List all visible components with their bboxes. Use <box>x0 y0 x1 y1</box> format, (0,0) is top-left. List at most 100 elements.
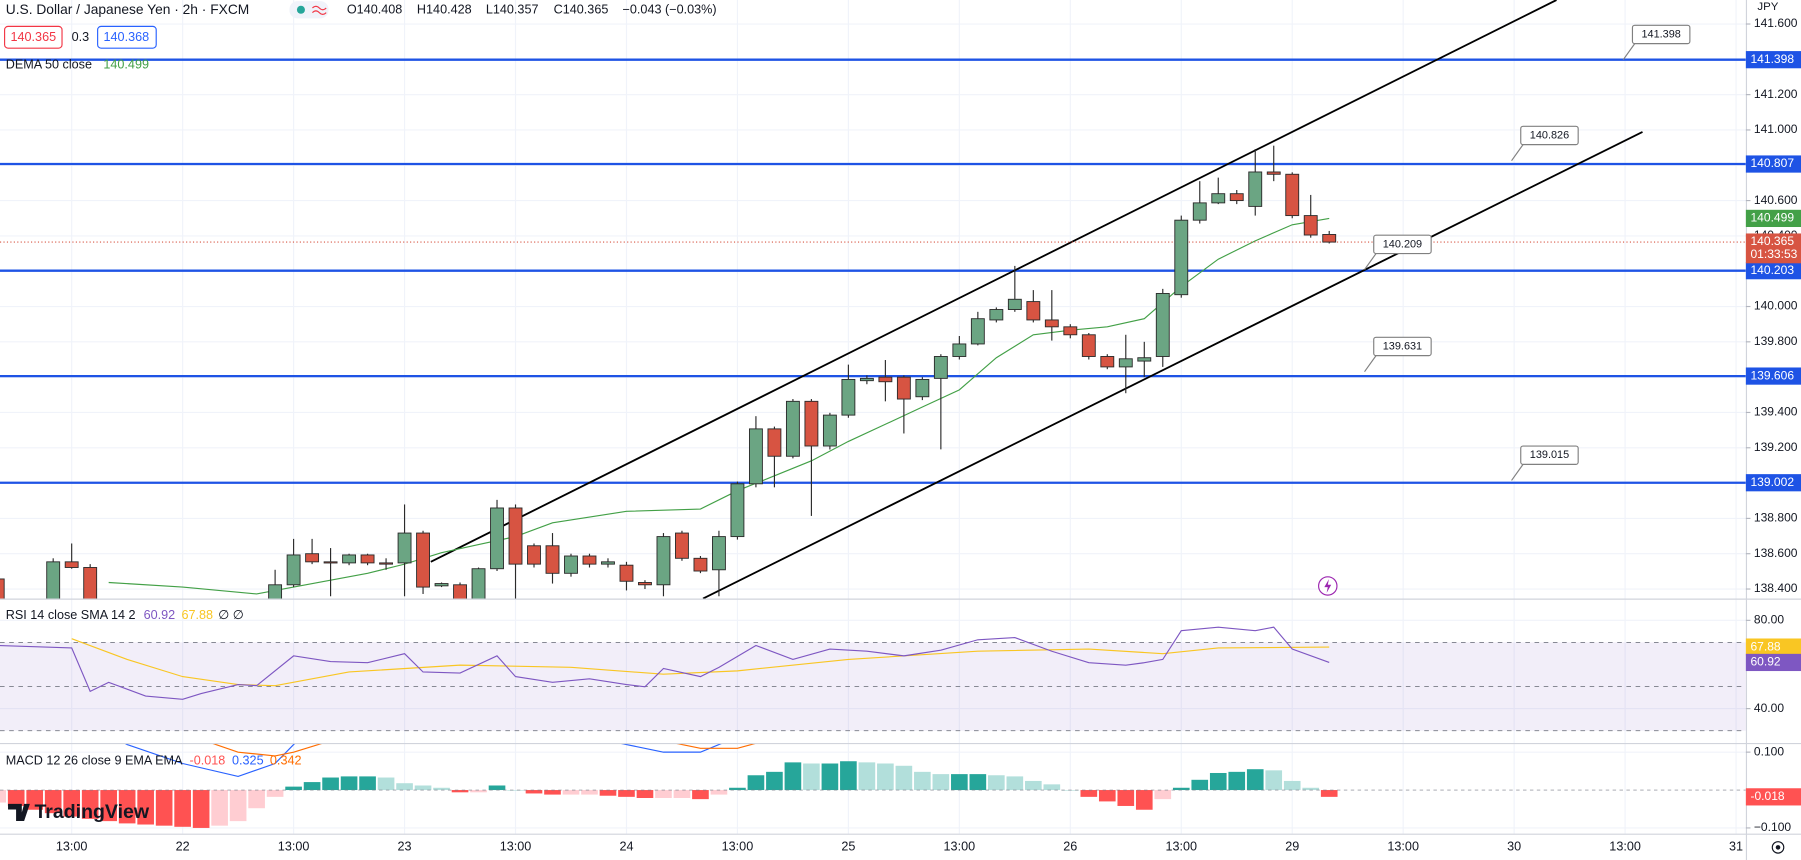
x-tick-label: 25 <box>841 840 855 854</box>
candle-body <box>83 567 98 599</box>
candle-body <box>748 428 763 485</box>
ohlc-high: H140.428 <box>417 3 472 17</box>
candle-body <box>1118 358 1133 368</box>
x-tick-label: 23 <box>398 840 412 854</box>
candle-body <box>268 584 283 599</box>
candle-body <box>434 583 449 587</box>
candle-body <box>564 555 578 574</box>
y-tick-label: 139.400 <box>1754 405 1798 419</box>
currency-label[interactable]: JPY <box>1757 1 1778 13</box>
macd-histogram-bar <box>248 790 265 809</box>
y-tick-label: 40.00 <box>1754 701 1784 715</box>
x-tick-label: 13:00 <box>1609 840 1641 854</box>
callout-box <box>1520 125 1579 146</box>
y-tick-label: 141.200 <box>1754 87 1798 101</box>
candle-body <box>656 536 671 586</box>
candle-body <box>397 532 412 564</box>
macd-histogram-bar <box>766 771 783 791</box>
macd-histogram-bar <box>26 790 44 810</box>
macd-histogram-bar <box>840 761 857 791</box>
candle-body <box>545 545 560 574</box>
rsi-sma-legend-value: 67.88 <box>181 608 213 622</box>
buy-button[interactable] <box>97 25 157 49</box>
candle-body <box>933 356 948 379</box>
macd-histogram-bar <box>525 790 543 794</box>
logo-mark <box>8 803 30 822</box>
callout-label: 141.398 <box>1641 28 1680 40</box>
macd-hist-legend-value: -0.018 <box>190 754 226 768</box>
rsi-line <box>71 638 1330 687</box>
level-price-label-box <box>1745 474 1801 492</box>
y-tick-label: −0.100 <box>1754 820 1792 834</box>
sell-button[interactable] <box>4 25 63 49</box>
y-tick-label: 80.00 <box>1754 613 1784 627</box>
macd-hist-label-box <box>1745 788 1801 806</box>
macd-histogram-bar <box>599 790 617 796</box>
candle-body <box>64 561 79 568</box>
macd-histogram-bar <box>303 782 321 791</box>
macd-histogram-bar <box>433 787 450 791</box>
callout-pointer <box>1622 43 1636 61</box>
candle-body <box>730 483 745 538</box>
candle-body <box>360 554 375 564</box>
candle-body <box>1192 202 1207 221</box>
candle-body <box>693 557 708 572</box>
rsi-legend: RSI 14 close SMA 14 2 <box>6 608 136 622</box>
x-tick-label: 13:00 <box>944 840 976 854</box>
candle-body <box>1007 298 1022 310</box>
settings-icon-center <box>1775 845 1781 850</box>
macd-histogram-bar <box>618 790 635 797</box>
macd-histogram-bar <box>969 774 987 791</box>
candle-body <box>638 582 652 586</box>
status-pill[interactable] <box>289 1 329 19</box>
callout-label: 140.209 <box>1383 238 1422 250</box>
macd-histogram-bar <box>858 762 876 791</box>
macd-histogram-bar <box>81 790 99 819</box>
callout-label: 139.631 <box>1383 340 1422 352</box>
candle-body <box>1229 193 1244 202</box>
macd-legend-value: 0.325 <box>232 754 264 768</box>
market-open-dot <box>296 5 305 14</box>
candle-body <box>286 554 301 586</box>
x-tick-label: 29 <box>1285 840 1299 854</box>
y-tick-label: 141.000 <box>1754 122 1798 136</box>
macd-histogram-bar <box>377 777 395 791</box>
candle-body <box>508 507 523 565</box>
macd-histogram-bar <box>192 790 210 828</box>
dema-price-label: 140.499 <box>1750 211 1794 225</box>
x-tick-label: 13:00 <box>278 840 310 854</box>
settings-icon[interactable] <box>1771 841 1785 854</box>
ohlc-change: −0.043 (−0.03%) <box>623 3 717 17</box>
x-tick-label: 13:00 <box>722 840 754 854</box>
rsi-legend-extra: ∅ ∅ <box>218 608 244 622</box>
macd-histogram-bar <box>285 786 302 791</box>
candle-body <box>490 507 504 570</box>
macd-histogram-bar <box>636 790 654 798</box>
candle-body <box>379 562 393 565</box>
candle-body <box>1322 234 1337 243</box>
macd-histogram-bar <box>747 775 765 791</box>
macd-histogram-bar <box>1098 790 1116 802</box>
level-price-label-box <box>1745 155 1801 173</box>
candle-body <box>785 400 800 457</box>
macd-histogram-bar <box>562 790 580 795</box>
macd-histogram-bar <box>470 790 487 793</box>
macd-histogram-bar <box>655 790 672 798</box>
macd-histogram-bar <box>229 790 247 822</box>
macd-histogram-bar <box>414 785 432 791</box>
level-price-label-box <box>1745 262 1801 280</box>
candle-body <box>1155 292 1170 357</box>
macd-hist-label: -0.018 <box>1750 789 1784 803</box>
candle-body <box>1303 215 1318 236</box>
y-tick-label: 138.800 <box>1754 511 1798 525</box>
x-tick-label: 22 <box>176 840 190 854</box>
y-tick-label: 139.800 <box>1754 334 1798 348</box>
y-tick-label: 138.400 <box>1754 581 1798 595</box>
candle-body <box>841 378 856 416</box>
callout-pointer <box>1511 144 1524 162</box>
last-price-label: 140.365 <box>1750 234 1794 248</box>
macd-histogram-bar <box>0 790 7 803</box>
rsi-line <box>0 626 1330 700</box>
macd-histogram-bar <box>322 777 339 791</box>
macd-histogram-bar <box>988 775 1005 791</box>
